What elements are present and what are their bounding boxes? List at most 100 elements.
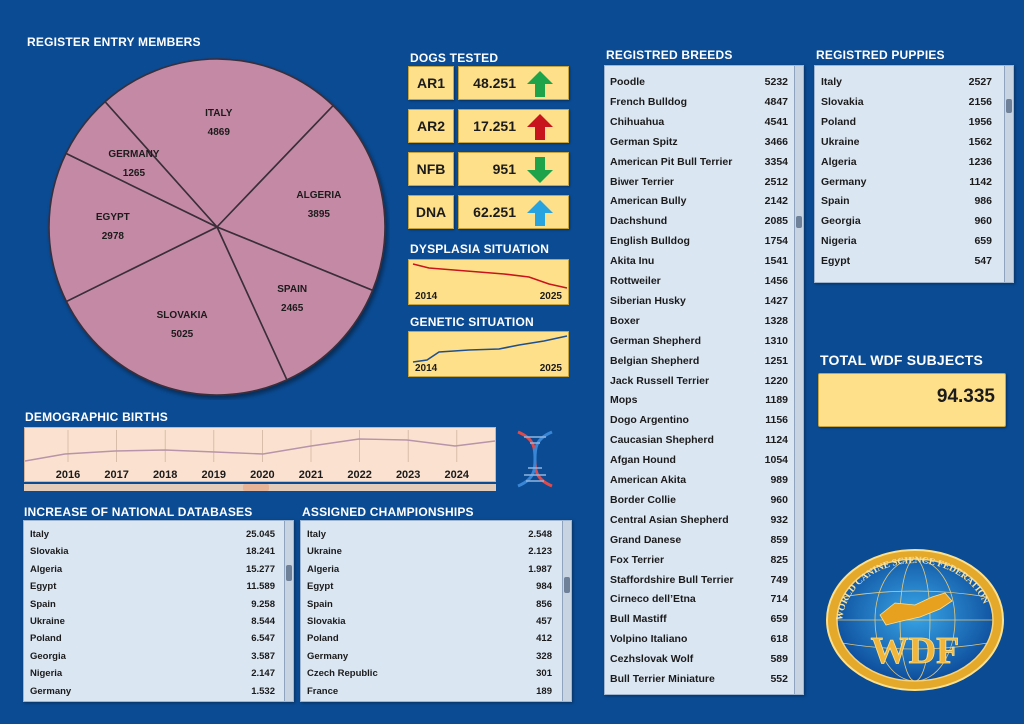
- championship-value: 412: [536, 633, 552, 645]
- births-year-label: 2024: [444, 469, 470, 481]
- puppy-row: Slovakia 2156: [821, 96, 992, 108]
- test-label-box-ar1: AR1: [408, 66, 454, 100]
- championship-value: 328: [536, 650, 552, 662]
- breed-row: Fox Terrier 825: [610, 554, 788, 566]
- breed-name: Siberian Husky: [610, 294, 686, 307]
- breeds-title: REGISTRED BREEDS: [606, 48, 733, 62]
- breed-row: Dogo Argentino 1156: [610, 414, 788, 426]
- breed-row: American Pit Bull Terrier 3354: [610, 156, 788, 168]
- test-label-box-dna: DNA: [408, 195, 454, 229]
- breed-row: German Shepherd 1310: [610, 335, 788, 347]
- breed-row: Volpino Italiano 618: [610, 633, 788, 645]
- puppies-scroll-thumb[interactable]: [1006, 99, 1012, 113]
- national-db-value: 1.532: [251, 685, 275, 697]
- pie-label-slovakia: SLOVAKIA 5025: [142, 306, 222, 344]
- national-db-row: Georgia 3.587: [30, 651, 275, 662]
- pie-label-country: ITALY: [205, 107, 233, 119]
- test-value-box-nfb: 951: [458, 152, 569, 186]
- puppy-value: 1142: [969, 175, 992, 188]
- breed-name: Poodle: [610, 76, 646, 88]
- births-scrollbar[interactable]: [24, 484, 496, 491]
- dogs-tested-title: DOGS TESTED: [410, 51, 499, 65]
- national-db-scroll-thumb[interactable]: [286, 565, 292, 581]
- breed-value: 2085: [764, 215, 788, 228]
- breed-row: English Bulldog 1754: [610, 235, 788, 247]
- dysplasia-line: [412, 263, 568, 289]
- globe-dog-logo: WORLD CANINE SCIENCE FEDERATION WDF: [826, 549, 1004, 691]
- breed-name: Belgian Shepherd: [610, 354, 700, 367]
- breed-name: Volpino Italiano: [610, 633, 688, 646]
- puppy-row: Nigeria 659: [821, 235, 992, 247]
- breed-value: 1328: [764, 314, 788, 327]
- puppy-name: Germany: [821, 175, 867, 188]
- championship-value: 2.548: [528, 529, 552, 540]
- championship-name: Czech Republic: [307, 668, 378, 680]
- puppy-row: Ukraine 1562: [821, 136, 992, 148]
- championships-scroll-thumb[interactable]: [564, 577, 570, 593]
- puppy-value: 659: [974, 235, 992, 248]
- national-db-name: Poland: [30, 633, 62, 645]
- test-value-box-ar1: 48.251: [458, 66, 569, 100]
- puppies-scrollbar[interactable]: [1004, 66, 1013, 282]
- championship-name: Algeria: [307, 563, 340, 575]
- genetic-year-start: 2014: [415, 363, 438, 374]
- national-db-row: Poland 6.547: [30, 633, 275, 644]
- breeds-scrollbar[interactable]: [794, 66, 803, 694]
- national-db-name: Spain: [30, 598, 56, 610]
- national-db-scrollbar[interactable]: [284, 521, 293, 701]
- breed-name: Staffordshire Bull Terrier: [610, 573, 734, 586]
- championship-value: 457: [536, 616, 552, 627]
- puppy-name: Algeria: [821, 155, 857, 168]
- breed-name: Fox Terrier: [610, 553, 665, 566]
- puppy-name: Georgia: [821, 215, 861, 228]
- pie-label-country: ALGERIA: [296, 190, 342, 202]
- dysplasia-title: DYSPLASIA SITUATION: [410, 242, 550, 256]
- births-year-label: 2017: [104, 469, 129, 481]
- breed-value: 659: [770, 613, 788, 626]
- births-year-label: 2016: [55, 469, 81, 481]
- breed-name: American Akita: [610, 474, 687, 486]
- breed-name: Boxer: [610, 314, 640, 327]
- championship-row: Italy 2.548: [307, 529, 552, 540]
- dysplasia-year-end: 2025: [539, 291, 562, 302]
- national-db-value: 9.258: [251, 598, 275, 610]
- championship-row: Spain 856: [307, 599, 552, 610]
- breed-name: Central Asian Shepherd: [610, 513, 729, 526]
- breed-value: 3354: [764, 155, 788, 168]
- championship-value: 984: [536, 581, 552, 593]
- register-entry-title: REGISTER ENTRY MEMBERS: [27, 35, 201, 49]
- breed-row: Bull Mastiff 659: [610, 613, 788, 625]
- breed-value: 714: [770, 593, 788, 606]
- births-title: DEMOGRAPHIC BIRTHS: [25, 410, 168, 424]
- test-value-box-dna: 62.251: [458, 195, 569, 229]
- genetic-chart: 2014 2025: [408, 331, 569, 377]
- national-db-value: 25.045: [245, 529, 275, 540]
- breed-value: 3466: [764, 135, 788, 148]
- arrow-down-green-icon: [527, 157, 553, 183]
- breed-row: Rottweiler 1456: [610, 275, 788, 287]
- national-db-row: Nigeria 2.147: [30, 668, 275, 679]
- pie-label-germany: GERMANY 1265: [94, 145, 174, 183]
- breed-row: Belgian Shepherd 1251: [610, 355, 788, 367]
- puppy-value: 1562: [968, 135, 992, 148]
- births-scroll-thumb[interactable]: [243, 484, 269, 491]
- breed-row: Border Collie 960: [610, 494, 788, 506]
- national-db-name: Italy: [30, 529, 50, 540]
- arrow-up-red-icon: [527, 114, 553, 140]
- national-db-value: 8.544: [251, 616, 275, 627]
- pie-slice-germany: [64, 100, 218, 228]
- puppy-name: Spain: [821, 195, 850, 208]
- breeds-scroll-thumb[interactable]: [796, 216, 802, 228]
- test-value: 17.251: [473, 118, 516, 134]
- breed-row: American Bully 2142: [610, 195, 788, 207]
- puppy-value: 1956: [968, 115, 992, 128]
- puppy-name: Slovakia: [821, 95, 864, 108]
- national-db-name: Georgia: [30, 650, 66, 662]
- breed-value: 1456: [764, 275, 788, 287]
- pie-label-value: 1265: [122, 168, 146, 180]
- championship-row: Algeria 1.987: [307, 564, 552, 575]
- breed-row: Central Asian Shepherd 932: [610, 514, 788, 526]
- pie-label-value: 2978: [101, 231, 124, 243]
- breed-row: Cezhslovak Wolf 589: [610, 653, 788, 665]
- championships-scrollbar[interactable]: [562, 521, 571, 701]
